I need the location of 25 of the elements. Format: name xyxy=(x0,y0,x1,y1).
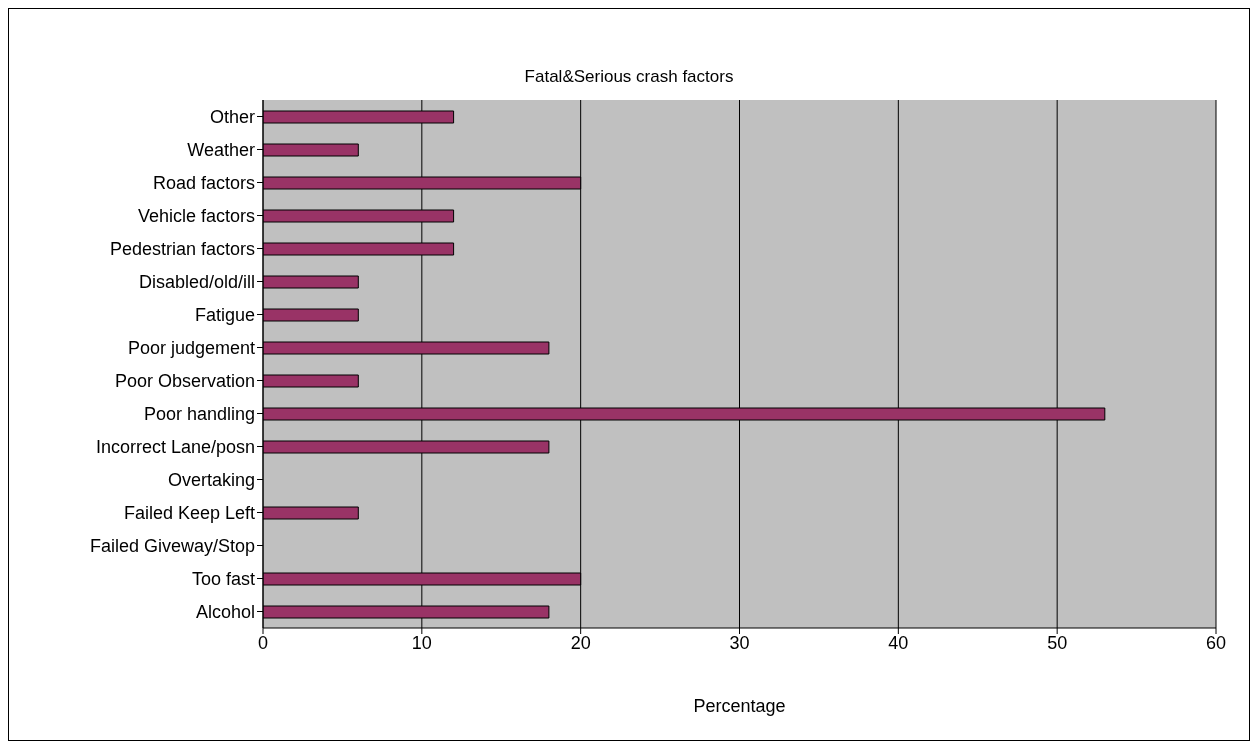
y-tick-label: Failed Keep Left xyxy=(123,502,255,523)
x-tick-label: 10 xyxy=(411,632,432,653)
y-tick-label: Pedestrian factors xyxy=(109,238,255,259)
y-tick-label: Disabled/old/ill xyxy=(138,271,255,292)
y-tick-label: Poor Observation xyxy=(114,370,255,391)
y-tick-label: Vehicle factors xyxy=(137,205,255,226)
x-tick-label: 40 xyxy=(888,632,909,653)
x-tick-label: 20 xyxy=(570,632,591,653)
x-axis-title: Percentage xyxy=(693,696,786,716)
y-tick-label: Poor handling xyxy=(143,403,255,424)
y-tick-label: Alcohol xyxy=(195,601,255,622)
x-tick-label: 0 xyxy=(257,632,269,653)
y-tick-label: Other xyxy=(209,106,255,127)
chart-title: Fatal&Serious crash factors xyxy=(523,67,735,87)
y-tick-label: Road factors xyxy=(152,172,255,193)
y-tick-label: Too fast xyxy=(191,568,255,589)
y-tick-label: Overtaking xyxy=(167,469,255,490)
y-tick-label: Incorrect Lane/posn xyxy=(95,436,255,457)
x-tick-label: 50 xyxy=(1047,632,1068,653)
x-tick-label: 60 xyxy=(1205,632,1227,653)
x-tick-label: 30 xyxy=(729,632,750,653)
y-tick-label: Fatigue xyxy=(194,304,255,325)
y-tick-label: Poor judgement xyxy=(127,337,255,358)
y-tick-label: Failed Giveway/Stop xyxy=(89,535,255,556)
y-tick-label: Weather xyxy=(187,139,255,160)
